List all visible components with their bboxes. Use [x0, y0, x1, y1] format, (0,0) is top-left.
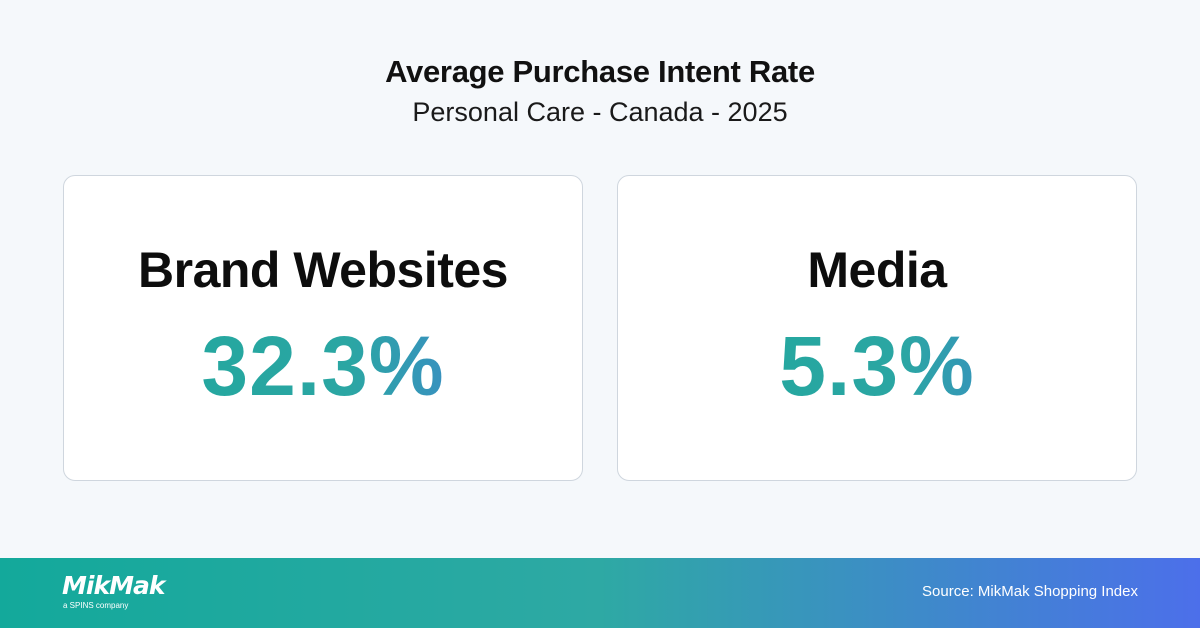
stat-label: Brand Websites	[138, 242, 508, 298]
footer-bar: MikMak a SPINS company Source: MikMak Sh…	[0, 558, 1200, 628]
mikmak-logo: MikMak a SPINS company	[62, 571, 165, 610]
page-subtitle: Personal Care - Canada - 2025	[412, 97, 788, 127]
stat-label: Media	[807, 242, 947, 298]
source-note: Source: MikMak Shopping Index	[922, 583, 1138, 600]
logo-tagline: a SPINS company	[63, 601, 129, 610]
page-title: Average Purchase Intent Rate	[385, 54, 815, 89]
header: Average Purchase Intent Rate Personal Ca…	[0, 52, 1200, 132]
stat-card-media: Media 5.3%	[617, 175, 1137, 481]
stat-value: 5.3%	[618, 316, 1136, 416]
stat-value: 32.3%	[64, 316, 582, 416]
stat-card-brand-websites: Brand Websites 32.3%	[63, 175, 583, 481]
logo-wordmark: MikMak	[62, 571, 165, 600]
